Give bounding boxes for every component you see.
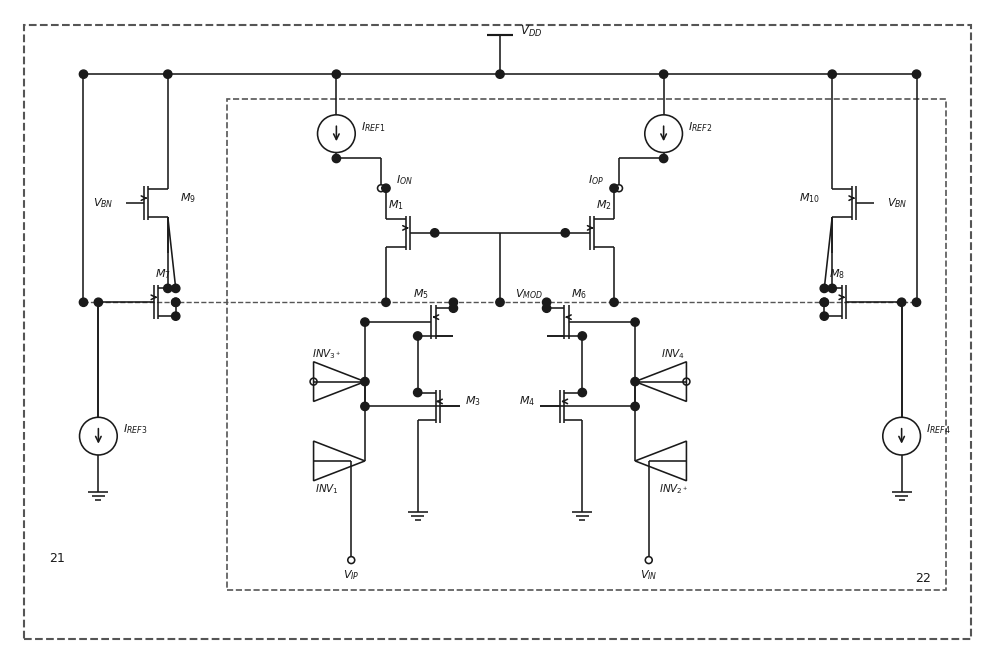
Text: $INV_{2^+}$: $INV_{2^+}$ — [659, 482, 688, 496]
Circle shape — [820, 298, 828, 306]
Text: $M_2$: $M_2$ — [596, 198, 612, 212]
Circle shape — [912, 70, 921, 78]
Text: $V_{IP}$: $V_{IP}$ — [343, 568, 360, 582]
Circle shape — [659, 70, 668, 78]
Text: $INV_4$: $INV_4$ — [661, 347, 686, 361]
Circle shape — [578, 331, 586, 340]
Circle shape — [610, 184, 618, 192]
Circle shape — [820, 298, 828, 306]
Text: $INV_{3^+}$: $INV_{3^+}$ — [312, 347, 341, 361]
Text: $M_6$: $M_6$ — [571, 287, 587, 301]
Text: $M_{10}$: $M_{10}$ — [799, 191, 820, 205]
Text: $I_{REF2}$: $I_{REF2}$ — [688, 120, 713, 133]
Circle shape — [382, 184, 390, 192]
Circle shape — [361, 402, 369, 411]
Text: $21$: $21$ — [49, 552, 65, 565]
Circle shape — [578, 388, 586, 397]
Circle shape — [820, 284, 828, 293]
Circle shape — [382, 298, 390, 306]
Text: $M_9$: $M_9$ — [180, 191, 196, 205]
Text: $M_3$: $M_3$ — [465, 394, 481, 408]
Circle shape — [631, 378, 639, 386]
Text: $V_{DD}$: $V_{DD}$ — [520, 24, 542, 39]
Text: $22$: $22$ — [915, 572, 931, 585]
Circle shape — [496, 298, 504, 306]
Text: $M_8$: $M_8$ — [829, 267, 845, 281]
Circle shape — [542, 304, 551, 312]
Text: $I_{REF3}$: $I_{REF3}$ — [123, 422, 148, 436]
Circle shape — [610, 298, 618, 306]
Text: $I_{REF4}$: $I_{REF4}$ — [926, 422, 951, 436]
Circle shape — [631, 318, 639, 326]
Circle shape — [897, 298, 906, 306]
Circle shape — [172, 312, 180, 320]
Circle shape — [332, 70, 341, 78]
Text: $M_7$: $M_7$ — [155, 267, 171, 281]
Circle shape — [172, 298, 180, 306]
Circle shape — [79, 70, 88, 78]
Circle shape — [561, 229, 569, 237]
Text: $M_4$: $M_4$ — [519, 394, 535, 408]
Circle shape — [631, 402, 639, 411]
Circle shape — [414, 388, 422, 397]
Circle shape — [172, 284, 180, 293]
Text: $INV_1$: $INV_1$ — [315, 482, 338, 496]
Circle shape — [449, 304, 458, 312]
Circle shape — [542, 298, 551, 306]
Text: $I_{ON}$: $I_{ON}$ — [396, 173, 413, 187]
Text: $M_1$: $M_1$ — [388, 198, 404, 212]
Text: $V_{BN}$: $V_{BN}$ — [887, 196, 907, 210]
Text: $I_{REF1}$: $I_{REF1}$ — [361, 120, 385, 133]
Circle shape — [828, 284, 836, 293]
Circle shape — [361, 378, 369, 386]
Text: $V_{MOD}$: $V_{MOD}$ — [515, 287, 543, 301]
Text: $V_{IN}$: $V_{IN}$ — [640, 568, 658, 582]
Circle shape — [361, 318, 369, 326]
Text: $I_{OP}$: $I_{OP}$ — [588, 173, 604, 187]
Circle shape — [820, 312, 828, 320]
Circle shape — [332, 154, 341, 163]
Circle shape — [449, 298, 458, 306]
Circle shape — [828, 70, 836, 78]
Circle shape — [164, 284, 172, 293]
Circle shape — [912, 298, 921, 306]
Text: $M_5$: $M_5$ — [413, 287, 429, 301]
Circle shape — [659, 154, 668, 163]
Circle shape — [172, 298, 180, 306]
Circle shape — [414, 331, 422, 340]
Circle shape — [431, 229, 439, 237]
Circle shape — [79, 298, 88, 306]
Circle shape — [94, 298, 103, 306]
Circle shape — [164, 70, 172, 78]
Text: $V_{BN}$: $V_{BN}$ — [93, 196, 113, 210]
Circle shape — [496, 70, 504, 78]
